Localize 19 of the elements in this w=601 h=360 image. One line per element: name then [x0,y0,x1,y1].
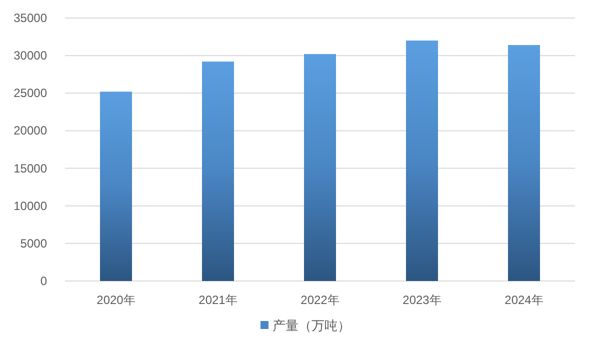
bar [406,40,438,281]
bar [304,54,336,281]
bar [202,62,234,281]
bar [508,45,540,281]
y-tick-label: 25000 [14,86,48,100]
x-tick-label: 2022年 [300,293,340,307]
x-tick-label: 2023年 [402,293,442,307]
y-tick-label: 35000 [14,11,48,25]
y-tick-label: 5000 [20,236,48,250]
legend-label: 产量（万吨） [272,318,350,333]
y-tick-label: 20000 [14,124,48,138]
x-tick-label: 2024年 [504,293,544,307]
y-tick-label: 15000 [14,161,48,176]
x-tick-label: 2020年 [96,293,136,307]
bar [100,92,132,281]
x-tick-label: 2021年 [198,293,238,307]
y-tick-label: 30000 [14,48,48,63]
y-tick-label: 0 [40,274,48,288]
y-tick-label: 10000 [14,198,48,213]
